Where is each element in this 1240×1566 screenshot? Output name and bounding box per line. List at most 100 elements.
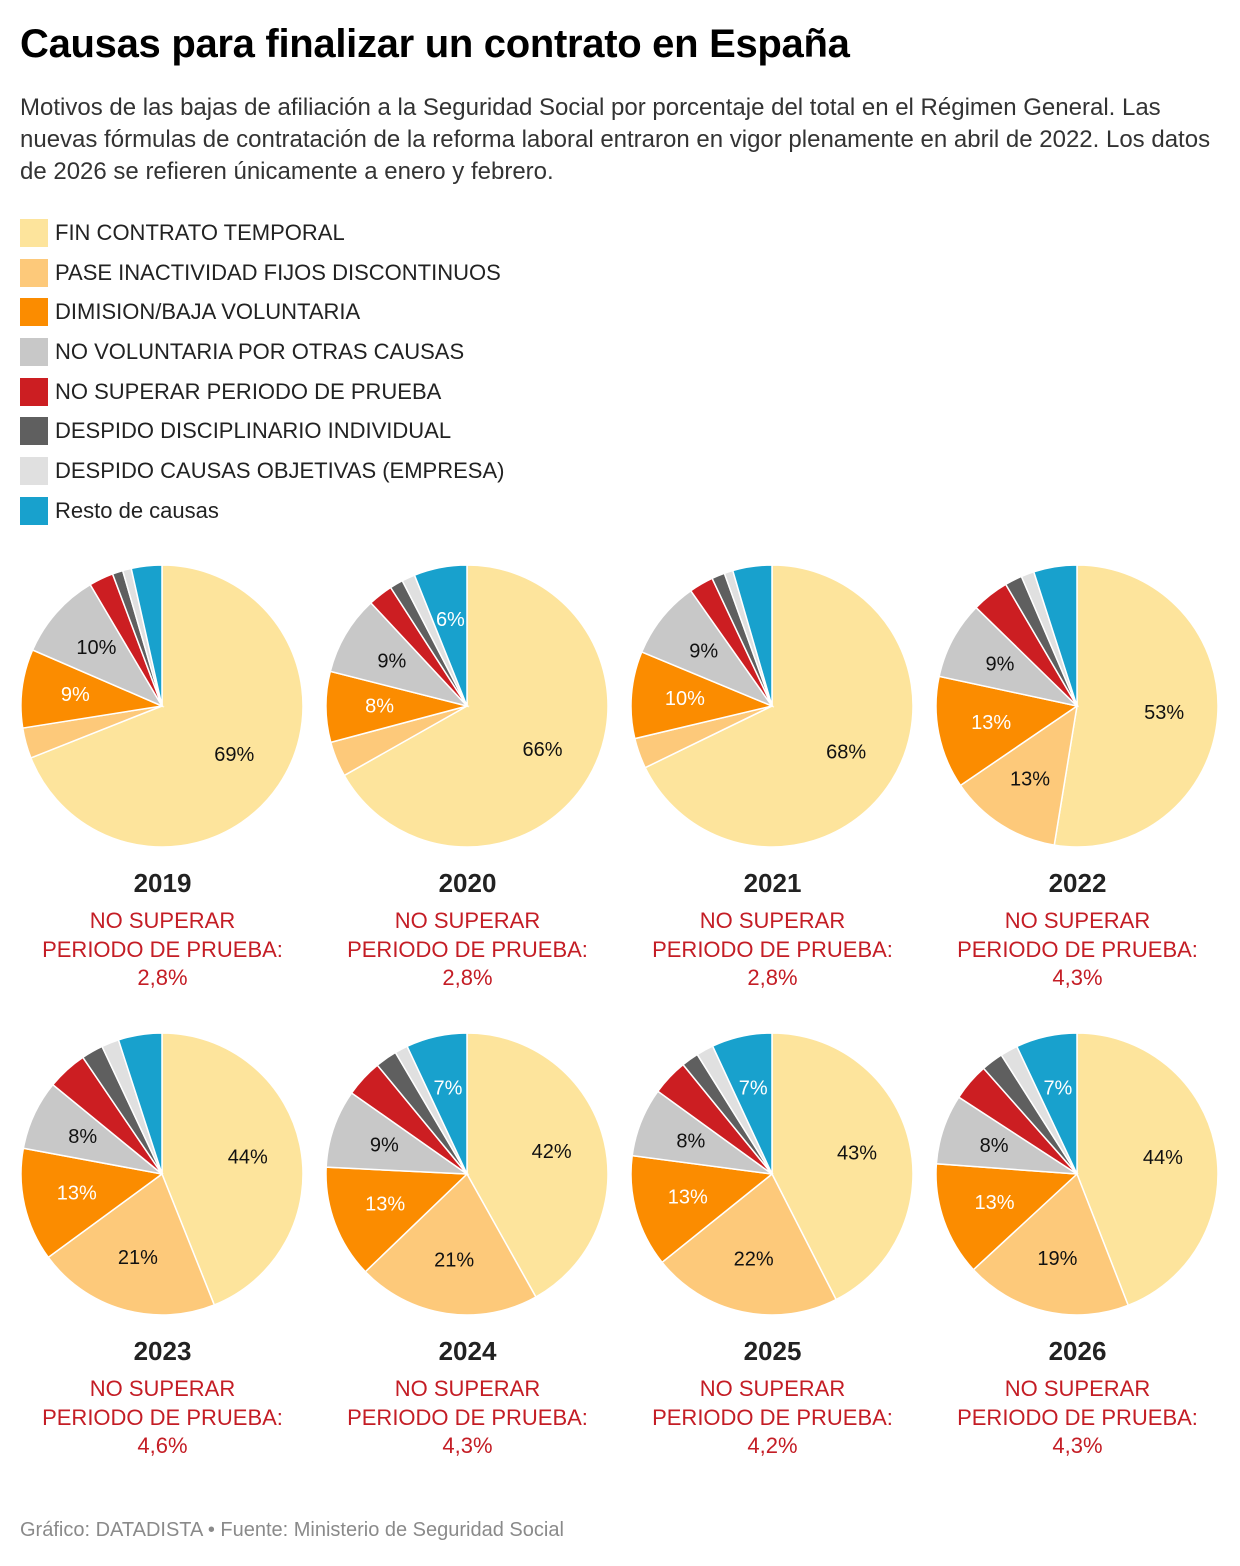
pie-chart-2026: 44% 19% 13% 8% 7% <box>935 1032 1219 1316</box>
legend-item: NO SUPERAR PERIODO DE PRUEBA <box>20 372 504 412</box>
trial-period-note: NO SUPERAR PERIODO DE PRUEBA: 4,3% <box>925 1375 1230 1461</box>
pie-slice-dimision-baja-voluntaria <box>325 1166 469 1273</box>
pie-panel-2022: 53% 13% 13% 9% 2022 NO SUPERAR PERIODO DE P… <box>925 550 1230 1020</box>
pie-slice-label: 8% <box>68 1126 97 1148</box>
pie-slice-label: 13% <box>971 712 1011 734</box>
legend-label: Resto de causas <box>55 497 219 523</box>
pie-slice-label: 8% <box>676 1131 705 1153</box>
pie-slice-label: 10% <box>76 637 116 659</box>
note-line-1: NO SUPERAR <box>89 908 236 933</box>
pie-slice-label: 66% <box>522 739 562 761</box>
pie-year: 2026 <box>1048 1336 1107 1366</box>
legend-swatch <box>20 496 48 525</box>
trial-period-note: NO SUPERAR PERIODO DE PRUEBA: 4,6% <box>10 1375 315 1461</box>
legend-item: FIN CONTRATO TEMPORAL <box>20 213 504 253</box>
legend-swatch <box>20 298 48 327</box>
legend-swatch <box>20 258 48 287</box>
legend-label: DESPIDO CAUSAS OBJETIVAS (EMPRESA) <box>55 457 505 483</box>
pie-slice-pase-inactividad-fijos-discontinuos <box>959 704 1079 847</box>
pie-slice-label: 6% <box>436 609 465 631</box>
pie-slice-no-voluntaria-por-otras-causas <box>325 1091 470 1175</box>
pie-slice-label: 13% <box>365 1194 405 1216</box>
pie-slice-label: 7% <box>434 1078 463 1100</box>
pie-slice-label: 9% <box>986 654 1015 676</box>
pie-year: 2021 <box>743 868 802 898</box>
chart-subtitle: Motivos de las bajas de afiliación a la … <box>20 94 1211 185</box>
note-line-2: PERIODO DE PRUEBA: <box>957 936 1198 962</box>
pie-slice-resto-de-causas <box>130 564 163 707</box>
pie-panel-2020: 66% 8% 9% 6% 2020 NO SUPERAR PERIODO DE PRU… <box>315 550 620 1020</box>
note-line-1: NO SUPERAR <box>394 908 541 933</box>
trial-period-note: NO SUPERAR PERIODO DE PRUEBA: 4,3% <box>925 907 1230 993</box>
trial-period-note: NO SUPERAR PERIODO DE PRUEBA: 2,8% <box>10 907 315 993</box>
chart-title: Causas para finalizar un contrato en Esp… <box>20 22 850 66</box>
note-line-1: NO SUPERAR <box>89 1376 236 1401</box>
pie-slice-resto-de-causas <box>117 1032 163 1175</box>
legend: FIN CONTRATO TEMPORAL PASE INACTIVIDAD F… <box>20 213 504 531</box>
pie-slice-dimision-baja-voluntaria <box>935 1162 1079 1271</box>
pie-slice-label: 43% <box>837 1143 877 1165</box>
pie-slice-label: 19% <box>1037 1248 1077 1270</box>
pie-slice-label: 44% <box>1143 1147 1183 1169</box>
pie-slice-label: 13% <box>57 1183 97 1205</box>
note-line-2: PERIODO DE PRUEBA: <box>957 1404 1198 1430</box>
pie-chart-2021: 68% 10% 9% <box>630 564 914 848</box>
legend-swatch <box>20 456 48 485</box>
pie-slice-label: 9% <box>370 1135 399 1157</box>
pie-slice-fin-contrato-temporal <box>161 1032 304 1306</box>
pie-slice-label: 8% <box>980 1135 1009 1157</box>
pie-chart-2022: 53% 13% 13% 9% <box>935 564 1219 848</box>
note-value: 2,8% <box>442 965 493 990</box>
legend-label: NO VOLUNTARIA POR OTRAS CAUSAS <box>55 338 465 364</box>
legend-label: FIN CONTRATO TEMPORAL <box>55 219 345 245</box>
pie-slice-label: 7% <box>1043 1078 1072 1100</box>
pie-slice-label: 42% <box>532 1141 572 1163</box>
pie-slice-fin-contrato-temporal <box>1053 564 1219 848</box>
pie-year: 2020 <box>438 868 497 898</box>
pie-slice-label: 9% <box>377 651 406 673</box>
legend-item: DESPIDO DISCIPLINARIO INDIVIDUAL <box>20 411 504 451</box>
pie-slice-label: 13% <box>668 1187 708 1209</box>
pie-slice-label: 21% <box>434 1250 474 1272</box>
note-line-1: NO SUPERAR <box>699 1376 846 1401</box>
note-value: 4,3% <box>1052 965 1103 990</box>
pie-slice-fin-contrato-temporal <box>771 1032 914 1301</box>
pie-slice-fin-contrato-temporal <box>644 564 914 848</box>
pie-slice-label: 68% <box>826 741 866 763</box>
pie-slice-label: 21% <box>118 1247 158 1269</box>
pie-slice-fin-contrato-temporal <box>466 1032 609 1299</box>
note-line-1: NO SUPERAR <box>1004 1376 1151 1401</box>
pie-charts-grid: 69% 9% 10% 2019 NO SUPERAR PERIODO DE PRUE… <box>0 550 1240 1500</box>
pie-panel-2026: 44% 19% 13% 8% 7% 2026 NO SUPERAR PERIODO DE… <box>925 1018 1230 1488</box>
legend-swatch <box>20 417 48 446</box>
pie-slice-label: 22% <box>734 1249 774 1271</box>
legend-item: NO VOLUNTARIA POR OTRAS CAUSAS <box>20 332 504 372</box>
legend-label: DIMISION/BAJA VOLUNTARIA <box>55 299 361 325</box>
pie-chart-2019: 69% 9% 10% <box>20 564 304 848</box>
pie-slice-label: 53% <box>1144 702 1184 724</box>
pie-slice-resto-de-causas <box>406 1032 468 1175</box>
trial-period-note: NO SUPERAR PERIODO DE PRUEBA: 2,8% <box>315 907 620 993</box>
note-value: 2,8% <box>137 965 188 990</box>
pie-chart-2023: 44% 21% 13% 8% <box>20 1032 304 1316</box>
pie-chart-2024: 42% 21% 13% 9% 7% <box>325 1032 609 1316</box>
pie-slice-resto-de-causas <box>1015 1032 1078 1175</box>
pie-year: 2022 <box>1048 868 1107 898</box>
pie-panel-2019: 69% 9% 10% 2019 NO SUPERAR PERIODO DE PRUE… <box>10 550 315 1020</box>
pie-slice-no-voluntaria-por-otras-causas <box>329 601 470 708</box>
note-line-2: PERIODO DE PRUEBA: <box>42 1404 283 1430</box>
pie-slice-label: 13% <box>974 1192 1014 1214</box>
note-line-1: NO SUPERAR <box>699 908 846 933</box>
pie-panel-2024: 42% 21% 13% 9% 7% 2024 NO SUPERAR PERIODO DE… <box>315 1018 620 1488</box>
legend-swatch <box>20 218 48 247</box>
pie-slice-pase-inactividad-fijos-discontinuos <box>364 1172 537 1316</box>
pie-slice-label: 13% <box>1010 769 1050 791</box>
pie-slice-pase-inactividad-fijos-discontinuos <box>661 1172 838 1316</box>
note-line-2: PERIODO DE PRUEBA: <box>42 936 283 962</box>
legend-label: NO SUPERAR PERIODO DE PRUEBA <box>55 378 442 404</box>
pie-chart-2020: 66% 8% 9% 6% <box>325 564 609 848</box>
pie-year: 2024 <box>438 1336 497 1366</box>
note-value: 4,6% <box>137 1433 188 1458</box>
note-value: 4,3% <box>442 1433 493 1458</box>
note-line-1: NO SUPERAR <box>394 1376 541 1401</box>
